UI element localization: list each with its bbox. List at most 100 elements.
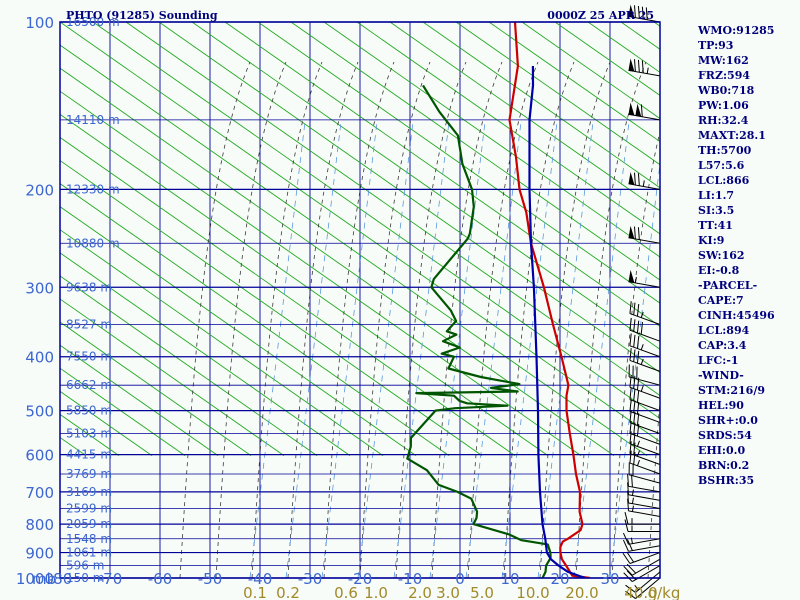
height-label: 1061 m [66,546,112,560]
barb-flag [626,563,637,574]
barb-flag [629,450,632,464]
dry-adiabat-line [92,22,660,420]
barb-half-flag [631,505,634,512]
height-label: 1548 m [66,532,112,546]
barb-staff [629,453,661,465]
wind-barb [625,571,661,593]
dry-adiabat-line [60,206,417,457]
moist-adiabat-line [215,61,287,578]
barb-flag [633,411,636,425]
moist-adiabat-line [323,61,395,578]
dry-adiabat-line [60,344,219,457]
barb-pennant [628,4,635,18]
dry-adiabat-line [60,44,648,457]
dry-adiabat-line [257,22,660,304]
wind-barb [628,102,661,121]
index-line: STM:216/9 [698,384,765,397]
height-label: 5103 m [66,427,112,441]
height-label: 7550 m [66,350,112,364]
barb-half-flag [634,584,639,591]
wind-barb [629,410,661,435]
barb-flag [624,519,629,532]
pressure-tick-label: 900 [25,545,54,563]
index-line: WB0:718 [697,84,755,97]
pressure-tick-label: 300 [25,279,54,297]
barb-staff [628,485,661,493]
mixing-ratio-tick-label: 1.0 [364,584,388,600]
barb-staff [629,329,661,342]
index-line: -PARCEL- [698,279,757,292]
wind-barb [628,462,661,484]
barb-staff [628,502,661,510]
wind-barb [622,532,661,545]
moist-adiabat-line [611,130,660,578]
height-label: 5850 m [66,404,112,418]
index-line: LCL:894 [698,324,750,337]
index-line: CAPE:7 [698,294,744,307]
barb-flag [629,441,632,454]
barb-half-flag [640,358,644,365]
height-label: 4415 m [66,448,112,462]
barb-half-flag [640,344,644,351]
index-line: TP:93 [698,39,733,52]
moist-adiabat-line [395,61,467,578]
pressure-tick-label: 700 [25,484,54,502]
barb-flag [625,584,636,593]
moist-adiabat-line [359,61,431,578]
height-label: 12330 m [66,182,120,196]
barb-staff [629,432,661,445]
barb-flag [633,452,636,465]
mixing-ratio-tick-label: 40.0 [624,584,657,600]
barb-flag [636,413,640,426]
barb-flag [626,551,635,563]
barb-flag [633,400,636,413]
barb-flag [637,227,640,240]
barb-half-flag [640,385,644,392]
barb-staff [635,571,661,593]
temperature-tick-label: 20 [550,570,569,588]
barb-pennant [628,225,635,239]
index-line: EHI:0.0 [698,444,745,457]
index-line: SI:3.5 [698,204,734,217]
barb-staff [629,399,661,412]
mixing-ratio-tick-label: 0.6 [334,584,358,600]
height-label: 10880 m [66,236,120,250]
temperature-tick-label: 30 [600,570,619,588]
barb-staff [629,443,661,456]
temperature-trace [508,22,591,578]
barb-flag [623,572,633,582]
barb-flag [629,399,632,412]
temperature-tick-label: -80 [48,570,73,588]
dry-adiabat-line [191,22,660,350]
height-label: 596 m [66,559,104,573]
barb-flag [633,349,636,362]
barb-flag [629,317,632,331]
barb-pennant [635,103,642,117]
barb-flag [634,226,636,239]
barb-staff [628,281,661,288]
index-line: CINH:45496 [698,309,775,322]
barb-flag [626,539,633,551]
index-line: MAXT:28.1 [698,129,766,142]
barb-staff [628,474,661,484]
barb-flag [641,6,644,20]
barb-staff [628,510,661,517]
wind-barb [629,317,661,342]
barb-flag [629,387,632,400]
height-label: 150 m [66,571,104,585]
dry-adiabat-line [60,22,660,443]
wind-barb [629,399,661,423]
height-label: 8527 m [66,318,112,332]
barb-flag [641,60,644,73]
dry-adiabat-line [60,183,450,457]
dry-adiabat-line [455,22,660,166]
dry-adiabat-line [488,22,660,143]
pressure-tick-label: 100 [25,14,54,32]
barb-half-flag [640,311,644,318]
wind-barb [629,301,661,325]
wind-barb [627,482,661,501]
temperature-tick-label: 10 [500,570,519,588]
barb-flag [636,303,640,317]
